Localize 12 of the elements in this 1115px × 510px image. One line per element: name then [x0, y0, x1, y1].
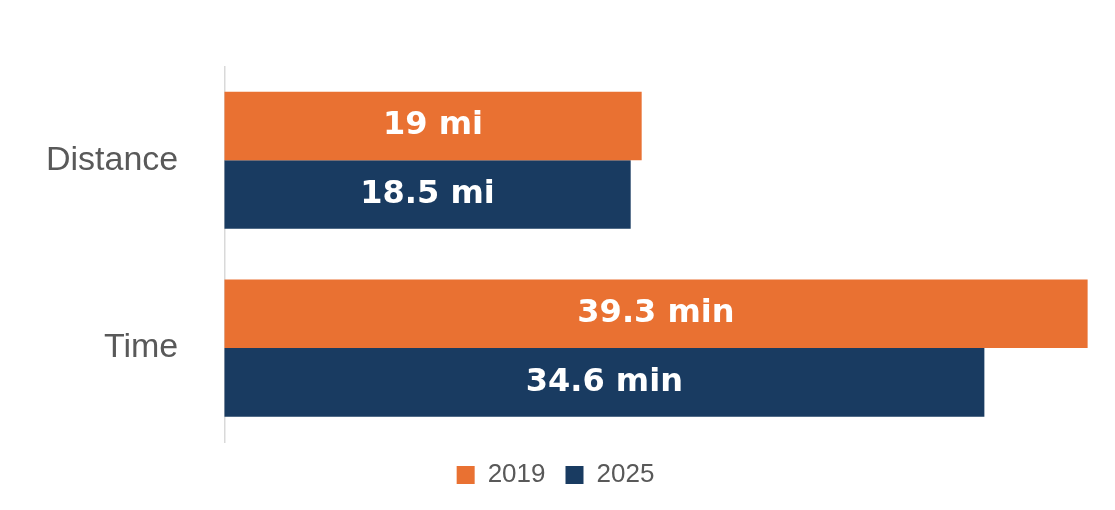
data-label: 19 mi: [382, 104, 483, 143]
data-label: 18.5 mi: [360, 172, 495, 211]
bar: [224, 279, 1088, 349]
y-tick-label: Distance: [46, 138, 179, 177]
bar: [224, 91, 642, 161]
legend-label: 2019: [487, 458, 546, 489]
y-tick-label: Time: [103, 326, 179, 365]
data-label: 39.3 min: [577, 292, 735, 331]
data-label: 34.6 min: [525, 360, 683, 399]
bar: [224, 348, 985, 417]
legend-label: 2025: [596, 458, 655, 489]
bar: [224, 160, 631, 229]
